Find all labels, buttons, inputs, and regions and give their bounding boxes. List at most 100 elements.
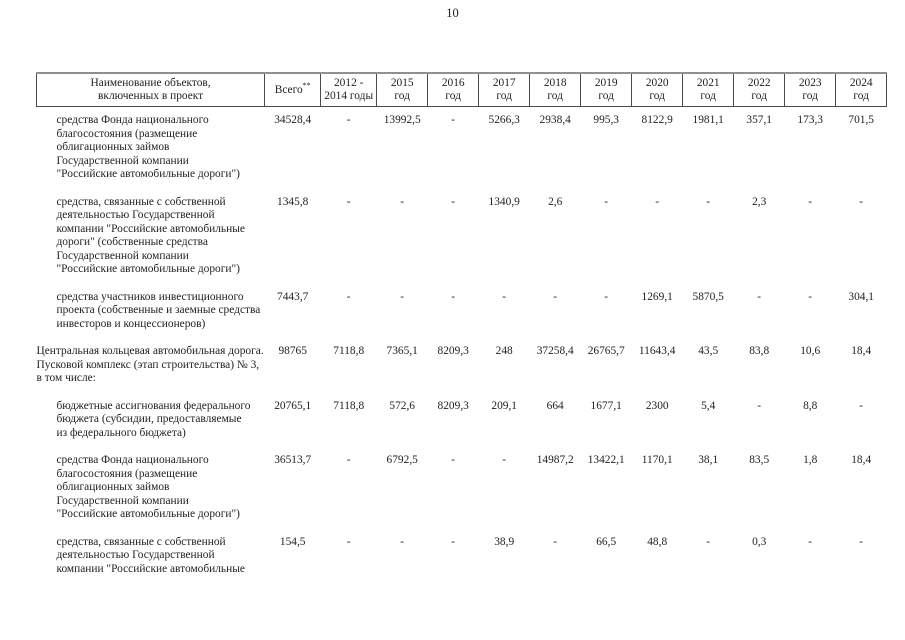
object-name-line: дороги" (собственные средства (56, 236, 208, 248)
object-name-line: "Российские автомобильные дороги") (56, 508, 240, 520)
object-name-cell: средства, связанные с собственной деятель… (37, 529, 265, 584)
value-cell: 38,1 (698, 454, 719, 466)
value-cell: - (502, 454, 507, 466)
value-cell: - (757, 290, 762, 303)
column-header-y2023: 2023 год (784, 72, 837, 107)
table-row: средства Фонда национального благосостоян… (37, 447, 887, 529)
value-cell: - (757, 399, 762, 412)
object-name-line: Государственной компании (56, 154, 189, 167)
object-name-cell: средства Фонда национального благосостоян… (37, 107, 265, 189)
table-header: Наименование объектов, включенных в проек… (35, 72, 888, 107)
column-header-text: 2019 (594, 77, 618, 89)
table-body: средства Фонда национального благосостоян… (37, 107, 887, 584)
financing-table: Наименование объектов, включенных в проек… (35, 72, 888, 584)
value-cell: 1345,8 (277, 195, 309, 208)
value-cell: 5870,5 (692, 290, 724, 303)
value-cell: 6792,5 (386, 454, 418, 466)
value-cell: 43,5 (698, 345, 719, 357)
column-header-text: год (751, 90, 767, 102)
value-cell: - (604, 290, 609, 303)
object-name-line: средства, связанные с собственной (56, 535, 226, 548)
value-cell: 209,1 (491, 399, 518, 412)
value-cell: 36513,7 (274, 454, 312, 466)
value-cell: 173,3 (797, 114, 824, 126)
value-cell: - (451, 454, 456, 466)
value-cell: - (346, 535, 351, 548)
column-header-y2012-2014: 2012 -2014 годы (320, 72, 378, 107)
value-cell: 7118,8 (333, 345, 365, 357)
column-header-text: год (598, 90, 614, 102)
value-cell: 2,3 (752, 195, 767, 208)
object-name-line: средства Фонда национального (56, 454, 209, 466)
value-cell: 5,4 (701, 399, 716, 412)
value-cell: - (451, 290, 456, 303)
object-name-line: Государственной компании (56, 494, 189, 507)
column-header-text: 2012 - (333, 77, 364, 89)
value-cell: 357,1 (746, 114, 773, 126)
table-row: средства Фонда национального благосостоян… (37, 107, 887, 189)
column-header-text: год (445, 90, 461, 102)
footnote-marker: ** (302, 80, 311, 90)
value-cell: 1170,1 (641, 454, 673, 466)
value-cell: - (604, 195, 609, 208)
object-name-line: благосостояния (размещение (56, 127, 198, 140)
table-row: бюджетные ассигнования федерального бюдже… (37, 393, 887, 448)
value-cell: 2,6 (548, 195, 563, 208)
value-cell: 7443,7 (277, 290, 309, 303)
table-row: Центральная кольцевая автомобильная доро… (37, 338, 887, 393)
value-cell: - (400, 535, 405, 548)
column-header-text: год (649, 90, 665, 102)
value-cell: - (346, 114, 351, 126)
object-name-line: компании "Российские автомобильные (56, 562, 245, 575)
value-cell: 7365,1 (386, 345, 418, 357)
value-cell: - (451, 535, 456, 548)
value-cell: 1,8 (803, 454, 818, 466)
value-cell: 154,5 (279, 535, 306, 548)
value-cell: 26765,7 (587, 345, 625, 357)
table-row: средства, связанные с собственной деятель… (37, 189, 887, 284)
value-cell: 1269,1 (641, 290, 673, 303)
column-header-text: Наименование объектов, (90, 77, 211, 89)
object-name-line: проекта (собственные и заемные средства (56, 304, 261, 316)
value-cell: 8,8 (803, 399, 818, 412)
value-cell: - (706, 195, 711, 208)
object-name-cell: Центральная кольцевая автомобильная доро… (37, 338, 265, 393)
column-header-text: 2016 (441, 77, 465, 89)
object-name-line: инвесторов и концессионеров) (56, 317, 206, 330)
value-cell: 304,1 (848, 290, 875, 303)
column-header-y2021: 2021 год (682, 72, 735, 107)
column-header-y2024: 2024 год (835, 72, 888, 107)
value-cell: 38,9 (494, 535, 515, 548)
column-header-text: год (853, 90, 869, 102)
object-name-line: Государственной компании (56, 249, 189, 262)
column-header-text: 2024 (849, 77, 873, 89)
value-cell: 1981,1 (692, 114, 724, 126)
value-cell: - (553, 535, 558, 548)
object-name-line: "Российские автомобильные дороги") (56, 263, 240, 275)
column-header-text: включенных в проект (98, 90, 204, 102)
value-cell: 5266,3 (488, 114, 520, 126)
column-header-y2016: 2016 год (427, 72, 480, 107)
object-name-line: "Российские автомобильные дороги") (56, 168, 240, 180)
value-cell: 18,4 (851, 454, 872, 466)
value-cell: 2300 (645, 399, 669, 412)
object-name-cell: средства, связанные с собственной деятель… (37, 189, 265, 284)
table-row: средства участников инвестиционного проек… (37, 284, 887, 339)
object-name-line: средства участников инвестиционного (56, 290, 244, 303)
table-row: средства, связанные с собственной деятель… (37, 529, 887, 584)
value-cell: 83,5 (749, 454, 770, 466)
object-name-line: деятельностью Государственной (56, 209, 215, 221)
value-cell: - (706, 535, 711, 548)
value-cell: - (655, 195, 660, 208)
value-cell: 248 (495, 345, 513, 357)
value-cell: - (346, 290, 351, 303)
object-name-line: средства Фонда национального (56, 114, 209, 126)
object-name-cell: бюджетные ассигнования федерального бюдже… (37, 393, 265, 448)
column-header-text: 2020 (645, 77, 669, 89)
value-cell: 66,5 (596, 535, 617, 548)
value-cell: 20765,1 (274, 399, 312, 412)
object-name-line: бюджетные ассигнования федерального (56, 399, 251, 412)
value-cell: 10,6 (800, 345, 821, 357)
object-name-cell: средства Фонда национального благосостоян… (37, 447, 265, 529)
